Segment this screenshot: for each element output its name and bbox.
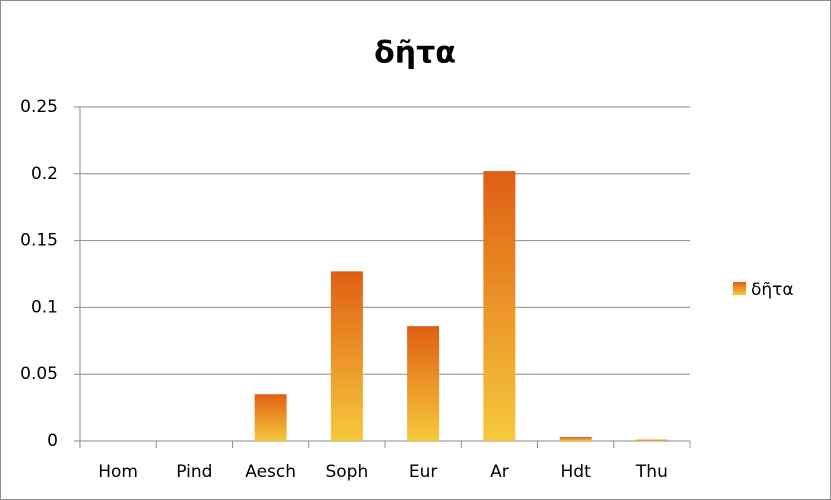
bar (635, 439, 668, 441)
y-tick-label: 0 (47, 431, 58, 451)
y-tick-label: 0.15 (20, 231, 58, 251)
bar (559, 436, 592, 441)
bar (407, 326, 440, 441)
legend-label: δῆτα (751, 280, 794, 300)
x-tick-label: Ar (490, 462, 509, 482)
x-tick-label: Eur (409, 462, 438, 482)
legend-swatch (733, 282, 746, 295)
x-tick-label: Thu (635, 462, 668, 482)
y-tick-label: 0.05 (20, 364, 58, 384)
bar (330, 271, 363, 441)
x-tick-label: Pind (176, 462, 212, 482)
x-tick-label: Aesch (245, 462, 296, 482)
y-tick-label: 0.2 (31, 164, 58, 184)
x-tick-label: Soph (325, 462, 368, 482)
y-tick-label: 0.1 (31, 297, 58, 317)
x-tick-label: Hdt (561, 462, 592, 482)
bar (254, 394, 287, 441)
x-tick-label: Hom (98, 462, 138, 482)
chart-title: δῆτα (374, 36, 456, 71)
bar (483, 171, 516, 442)
y-tick-label: 0.25 (20, 97, 58, 117)
